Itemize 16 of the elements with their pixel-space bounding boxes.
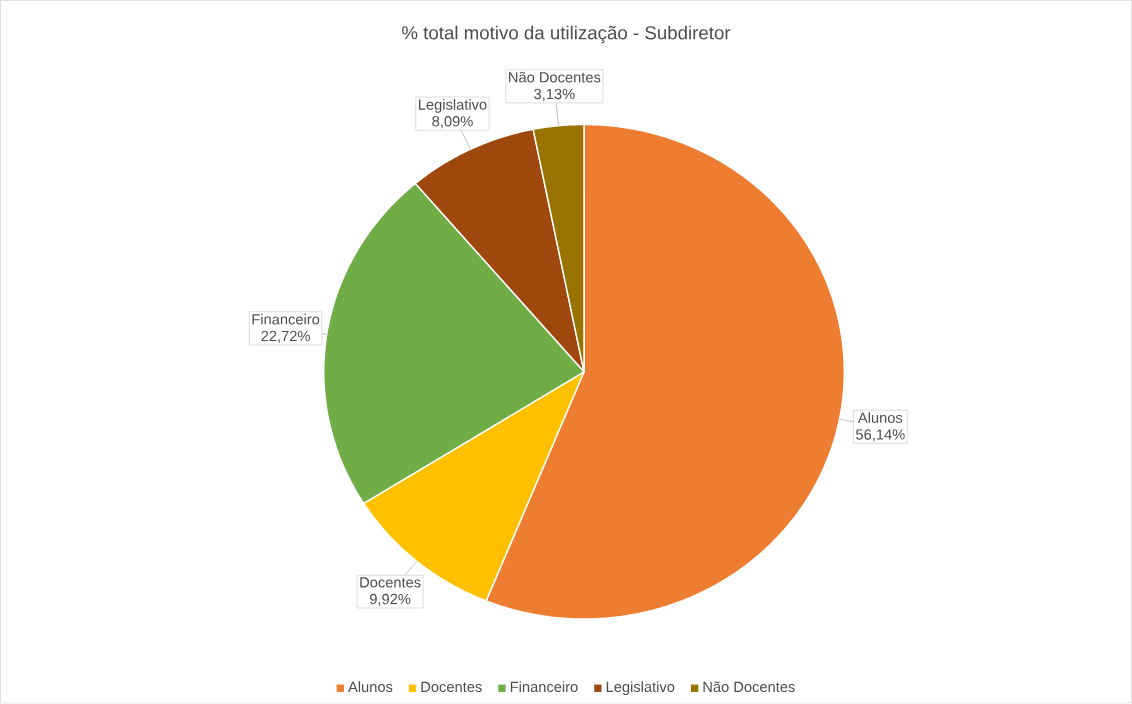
data-label: 8,09% xyxy=(432,116,473,129)
slice-label: Alunos xyxy=(857,412,903,424)
data-label: 9,92% xyxy=(370,594,411,607)
slice-label: Docentes xyxy=(360,577,421,588)
data-label: 22,72% xyxy=(261,331,310,344)
chart-title: % total motivo da utilização - Subdiretor xyxy=(402,25,731,44)
legend-label: Alunos xyxy=(348,681,393,693)
legend-label: Legislativo xyxy=(606,681,675,696)
slice-label: Financeiro xyxy=(252,313,320,325)
legend-label: Não Docentes xyxy=(703,681,795,693)
data-label: 56,14% xyxy=(856,429,905,442)
slice-label: Não Docentes xyxy=(509,72,601,83)
data-label: 3,13% xyxy=(534,89,575,102)
slice-label: Legislativo xyxy=(419,99,487,113)
legend-label: Financeiro xyxy=(510,681,578,693)
legend-label: Docentes xyxy=(421,682,482,693)
